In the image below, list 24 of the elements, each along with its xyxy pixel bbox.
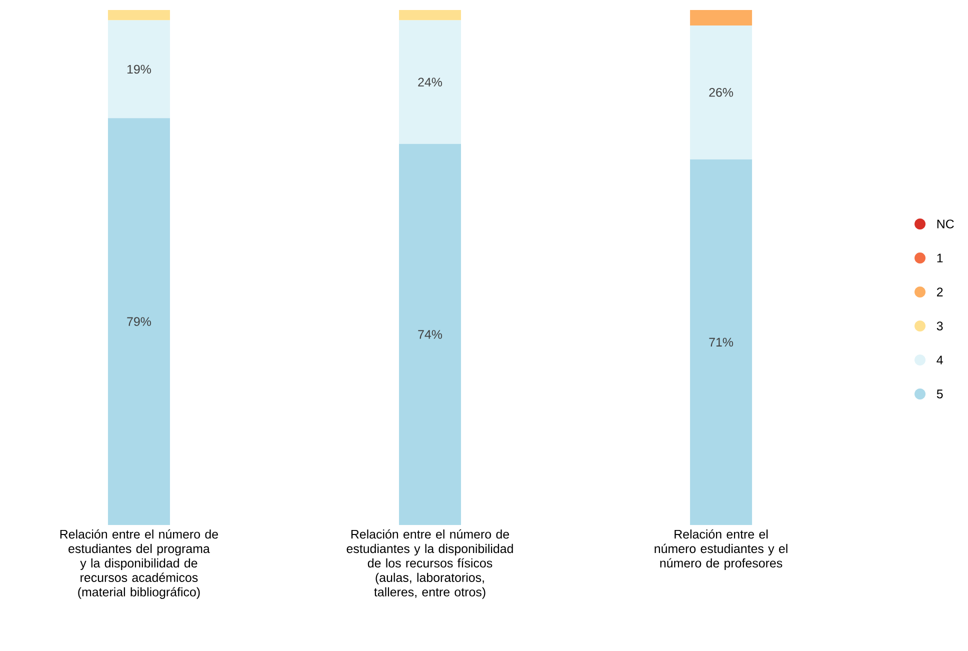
bar <box>399 20 462 144</box>
bar <box>399 10 462 20</box>
bar <box>399 144 462 525</box>
data-label: 79% <box>127 317 151 326</box>
x-tick-label: Relación entre el número de estudiantes del programa y la disponibilidad de recursos académicos (material bibliográfico) <box>60 529 218 599</box>
data-label: 26% <box>709 88 734 97</box>
legend-label: 1 <box>937 254 943 262</box>
x-tick-label: Relación entre el número de estudiantes y la disponibilidad de los recursos físicos (aulas, laboratorios, talleres, entre otros) <box>346 529 513 599</box>
data-label: 19% <box>127 64 151 74</box>
data-label: 24% <box>418 78 442 86</box>
bar <box>108 20 170 118</box>
legend-label: NC <box>937 220 954 228</box>
legend-label: 4 <box>936 356 943 364</box>
x-tick-label: Relación entre el número estudiantes y el número de profesores <box>654 529 788 570</box>
bar <box>690 159 752 525</box>
data-label: 71% <box>709 338 734 347</box>
bar <box>690 10 752 26</box>
legend-label: 3 <box>936 322 943 330</box>
legend-label: 2 <box>936 288 943 296</box>
legend-label: 5 <box>936 390 943 398</box>
bar <box>108 10 170 20</box>
bar <box>690 25 752 160</box>
bar <box>108 118 170 525</box>
data-label: 74% <box>418 330 442 339</box>
